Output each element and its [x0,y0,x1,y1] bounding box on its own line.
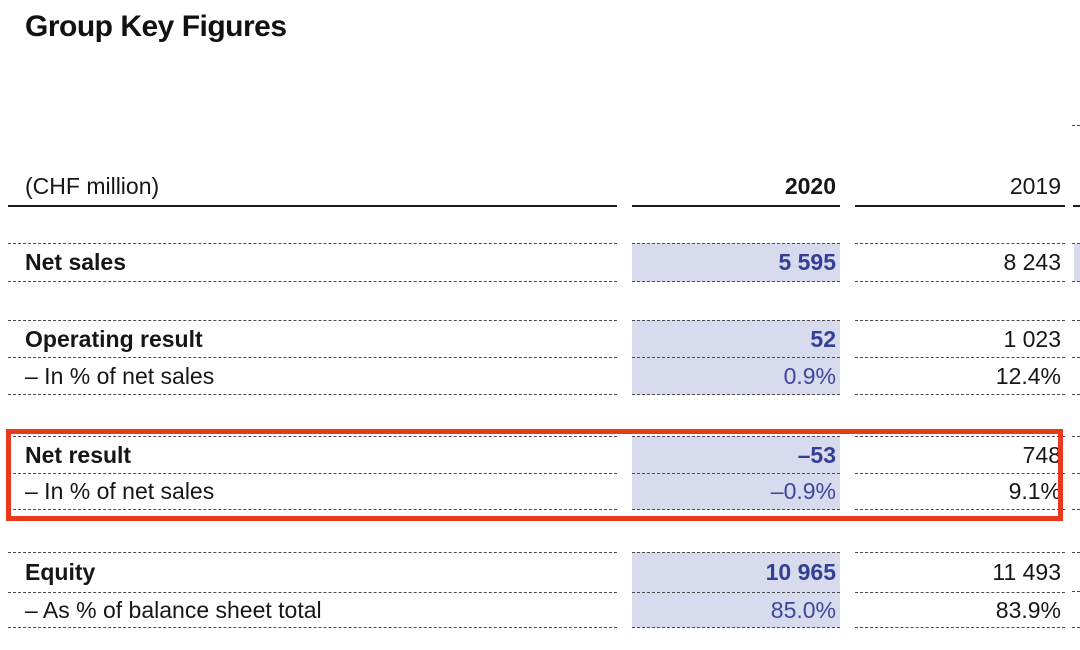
edge-dashed-fragment [1072,436,1080,437]
value-2019: 12.4% [855,357,1065,395]
edge-dashed-fragment [1072,591,1080,592]
value-2020: 5 595 [632,243,840,282]
table-row-equity: Equity 10 965 11 493 [8,552,1080,592]
annotation-highlight-box [6,429,1063,521]
page-title: Group Key Figures [25,10,287,43]
edge-dashed-fragment [1072,394,1080,395]
table-block-net-sales: Net sales 5 595 8 243 [0,243,1080,282]
table-block-operating-result: Operating result 52 1 023 – In % of net … [0,320,1080,395]
table-row-net-sales: Net sales 5 595 8 243 [8,243,1080,282]
row-label: Net sales [8,243,617,282]
row-label: Operating result [8,320,617,357]
row-label: – In % of net sales [8,357,617,395]
value-2019: 748 [855,436,1065,473]
edge-dashed-fragment [1072,473,1080,474]
row-label: – As % of balance sheet total [8,592,617,628]
row-label: Equity [8,552,617,592]
value-2020: 0.9% [632,357,840,395]
table-row-net-result-pct: – In % of net sales –0.9% 9.1% [8,473,1080,510]
value-2019: 11 493 [855,552,1065,592]
edge-dashed-fragment [1072,627,1080,628]
edge-dashed-fragment [1072,281,1080,282]
edge-highlight-fragment [1074,244,1080,282]
edge-dashed-fragment [1072,320,1080,321]
edge-dashed-fragment [1072,243,1080,244]
value-2020: –0.9% [632,473,840,510]
table-row-equity-pct: – As % of balance sheet total 85.0% 83.9… [8,592,1080,628]
table-block-equity: Equity 10 965 11 493 – As % of balance s… [0,552,1080,628]
value-2019: 9.1% [855,473,1065,510]
column-header-2020: 2020 [632,168,840,207]
column-header-2019: 2019 [855,168,1065,207]
value-2019: 1 023 [855,320,1065,357]
unit-label: (CHF million) [8,168,617,207]
table-row-operating-result: Operating result 52 1 023 [8,320,1080,357]
edge-dashed-fragment [1072,357,1080,358]
value-2020: 85.0% [632,592,840,628]
row-label: Net result [8,436,617,473]
value-2019: 8 243 [855,243,1065,282]
edge-dashed-fragment [1072,552,1080,553]
table-header-row: (CHF million) 2020 2019 [8,168,1065,207]
value-2019: 83.9% [855,592,1065,628]
value-2020: –53 [632,436,840,473]
row-label: – In % of net sales [8,473,617,510]
value-2020: 52 [632,320,840,357]
edge-solid-fragment [1073,205,1080,207]
edge-dashed-fragment [1072,509,1080,510]
value-2020: 10 965 [632,552,840,592]
table-row-operating-result-pct: – In % of net sales 0.9% 12.4% [8,357,1080,395]
edge-dashed-fragment [1072,125,1080,126]
table-block-net-result: Net result –53 748 – In % of net sales –… [0,436,1080,510]
table-row-net-result: Net result –53 748 [8,436,1080,473]
